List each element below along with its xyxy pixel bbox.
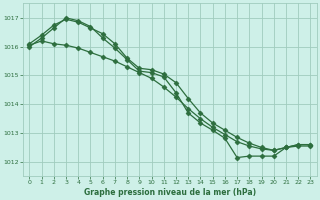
X-axis label: Graphe pression niveau de la mer (hPa): Graphe pression niveau de la mer (hPa) [84,188,256,197]
